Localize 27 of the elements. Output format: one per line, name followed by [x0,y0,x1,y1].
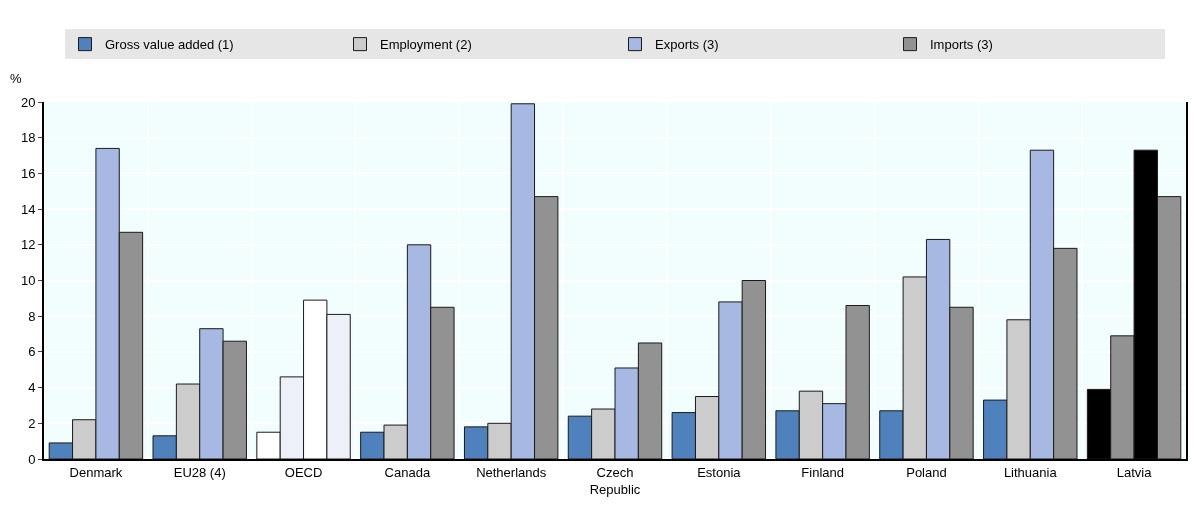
y-tick-label: 14 [20,201,36,217]
x-tick-label: OECD [284,464,323,480]
legend-label: Exports (3) [655,37,719,53]
x-tick-label: Netherlands [476,464,547,480]
x-tick-label: EU28 (4) [173,464,226,480]
legend-label: Imports (3) [930,37,993,53]
y-tick-label: 20 [20,94,36,110]
x-tick-label: Estonia [697,464,742,480]
x-tick-label: Lithuania [1003,464,1058,480]
x-tick-label: Denmark [69,464,123,480]
y-tick-label: 2 [28,415,36,431]
x-tick-label: Canada [384,464,431,480]
y-tick-label: 8 [28,308,36,324]
y-axis-title: % [10,71,22,86]
y-tick-label: 6 [28,344,36,360]
x-tick-label: Latvia [1116,464,1153,480]
x-tick-label: Finland [801,464,844,480]
y-tick-label: 10 [20,273,36,289]
legend-label: Gross value added (1) [105,37,234,53]
y-tick-label: 4 [28,380,36,396]
y-tick-label: 12 [20,237,36,253]
y-tick-label: 18 [20,130,36,146]
x-tick-label: Poland [906,464,947,480]
legend-label: Employment (2) [380,37,472,53]
y-tick-label: 0 [28,451,36,467]
y-tick-label: 16 [20,165,36,181]
x-tick-label: Czech Republic [589,464,641,497]
